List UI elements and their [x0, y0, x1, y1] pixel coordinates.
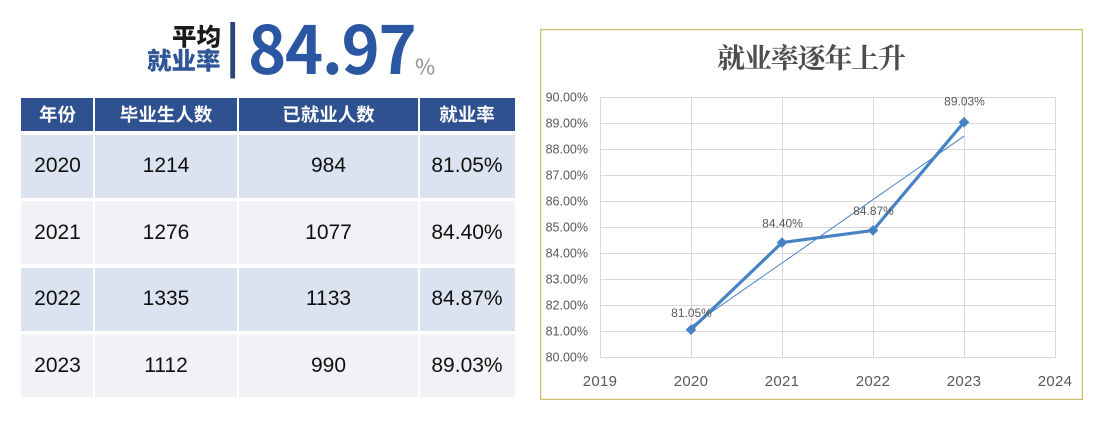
- svg-text:82.00%: 82.00%: [546, 299, 588, 313]
- svg-text:80.00%: 80.00%: [546, 351, 588, 365]
- svg-text:84.87%: 84.87%: [853, 204, 894, 218]
- svg-text:2023: 2023: [947, 373, 982, 390]
- svg-text:83.00%: 83.00%: [546, 273, 588, 287]
- svg-text:2020: 2020: [674, 373, 709, 390]
- svg-text:87.00%: 87.00%: [546, 169, 588, 183]
- svg-text:2022: 2022: [856, 373, 891, 390]
- svg-text:2021: 2021: [765, 373, 800, 390]
- svg-text:2019: 2019: [583, 373, 618, 390]
- svg-text:81.00%: 81.00%: [546, 325, 588, 339]
- svg-text:88.00%: 88.00%: [546, 143, 588, 157]
- svg-text:84.40%: 84.40%: [762, 217, 803, 231]
- svg-text:84.00%: 84.00%: [546, 247, 588, 261]
- svg-text:90.00%: 90.00%: [546, 91, 588, 105]
- svg-text:81.05%: 81.05%: [671, 306, 712, 320]
- svg-text:89.00%: 89.00%: [546, 117, 588, 131]
- svg-text:2024: 2024: [1038, 373, 1073, 390]
- svg-text:86.00%: 86.00%: [546, 195, 588, 209]
- svg-text:85.00%: 85.00%: [546, 221, 588, 235]
- svg-text:89.03%: 89.03%: [944, 95, 985, 109]
